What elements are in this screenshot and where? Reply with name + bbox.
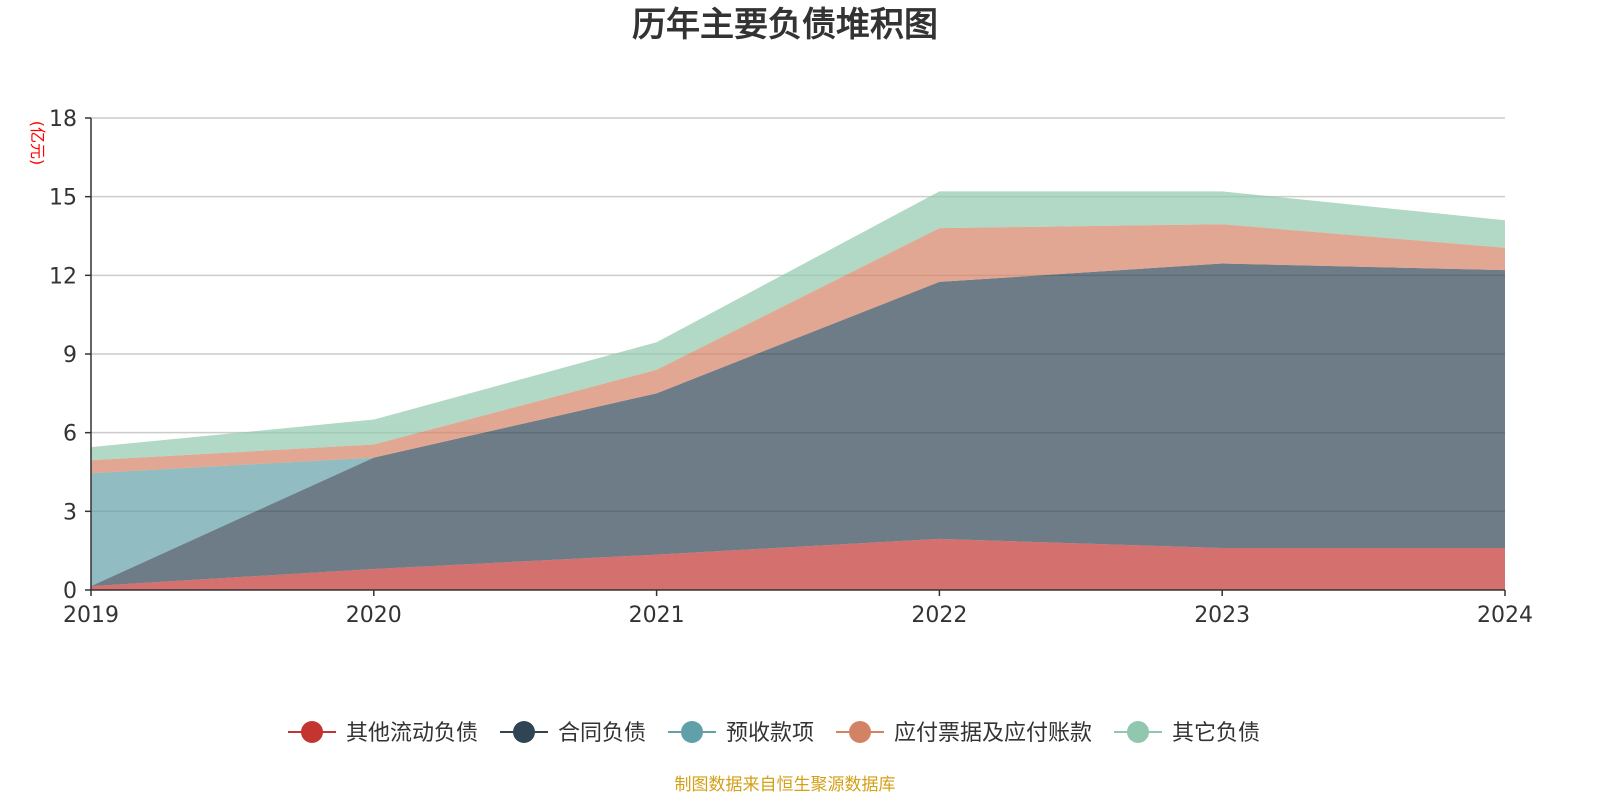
stacked-areas — [91, 191, 1505, 590]
legend: 其他流动负债 合同负债 预收款项 应付票据及应付账款 其它负债 — [288, 721, 1260, 746]
area-series-3 — [91, 224, 1505, 474]
x-tick-label: 2023 — [1194, 603, 1250, 628]
area-series-1 — [91, 263, 1505, 587]
legend-marker — [1127, 721, 1149, 743]
legend-marker — [681, 721, 703, 743]
legend-label: 其它负债 — [1172, 721, 1260, 746]
y-axis-label: (亿元) — [28, 121, 47, 166]
source-note: 制图数据来自恒生聚源数据库 — [675, 775, 896, 795]
legend-item[interactable]: 预收款项 — [668, 721, 814, 746]
y-tick-label: 3 — [63, 500, 77, 525]
legend-label: 其他流动负债 — [346, 721, 478, 746]
legend-marker — [513, 721, 535, 743]
legend-marker — [301, 721, 323, 743]
y-tick-label: 6 — [63, 422, 77, 447]
y-tick-label: 12 — [49, 264, 77, 289]
area-series-4 — [91, 191, 1505, 461]
legend-marker — [849, 721, 871, 743]
chart-title: 历年主要负债堆积图 — [632, 5, 938, 45]
y-tick-label: 0 — [63, 579, 77, 604]
legend-label: 预收款项 — [726, 721, 814, 746]
legend-label: 应付票据及应付账款 — [894, 721, 1092, 746]
x-tick-label: 2024 — [1477, 603, 1533, 628]
legend-item[interactable]: 其它负债 — [1114, 721, 1260, 746]
y-tick-label: 18 — [49, 107, 77, 132]
legend-item[interactable]: 应付票据及应付账款 — [836, 721, 1092, 746]
area-series-0 — [91, 538, 1505, 590]
legend-item[interactable]: 合同负债 — [500, 721, 646, 746]
axes: 0 3 6 9 12 15 18 2019 2020 2021 2022 2023 2024 — [49, 107, 1533, 628]
legend-label: 合同负债 — [558, 721, 646, 746]
x-tick-label: 2020 — [346, 603, 402, 628]
x-tick-label: 2019 — [63, 603, 119, 628]
x-tick-label: 2022 — [911, 603, 967, 628]
y-tick-label: 9 — [63, 343, 77, 368]
x-tick-label: 2021 — [629, 603, 685, 628]
y-tick-label: 15 — [49, 186, 77, 211]
legend-item[interactable]: 其他流动负债 — [288, 721, 478, 746]
